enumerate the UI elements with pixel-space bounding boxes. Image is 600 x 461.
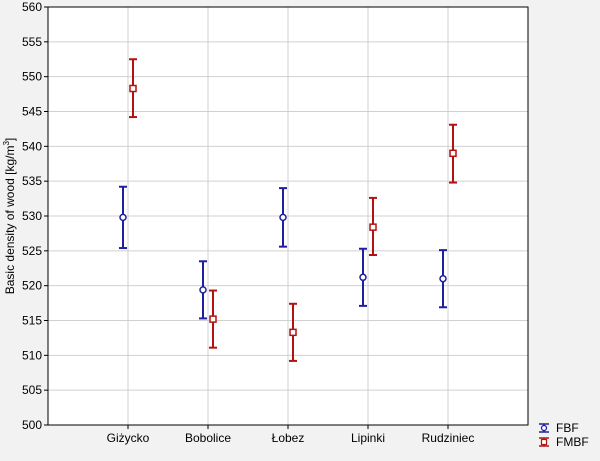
y-tick-label: 500 <box>22 418 42 432</box>
x-tick-label: Lipinki <box>351 431 385 445</box>
data-point <box>369 223 377 231</box>
y-tick-label: 505 <box>22 383 42 397</box>
y-tick-label: 520 <box>22 279 42 293</box>
data-point <box>209 315 217 323</box>
y-axis-title-main: Basic density of wood [kg/m <box>3 146 17 295</box>
data-point <box>279 213 287 222</box>
gridlines <box>48 6 528 426</box>
legend-item-fbf: FBF <box>539 421 579 435</box>
y-axis-title-sup: 3 <box>2 141 11 146</box>
data-point <box>119 213 127 222</box>
y-tick-label: 510 <box>22 348 42 362</box>
y-axis-title-end: ] <box>3 138 17 141</box>
data-point <box>439 274 447 283</box>
data-point <box>129 84 137 93</box>
legend-label: FMBF <box>556 435 589 449</box>
y-axis-ticks: 500 505 510 515 520 525 530 535 540 545 550 555 560 <box>22 0 449 432</box>
series-fbf <box>119 185 447 320</box>
legend-marker <box>540 438 548 446</box>
x-tick-label: Bobolice <box>185 431 231 445</box>
y-tick-label: 515 <box>22 314 42 328</box>
data-point <box>359 273 367 282</box>
x-axis-labels: Giżycko Bobolice Łobez Lipinki Rudziniec <box>107 431 475 445</box>
y-tick-label: 525 <box>22 244 42 258</box>
series <box>119 58 457 362</box>
data-point <box>199 286 207 294</box>
y-axis-title: Basic density of wood [kg/m3] <box>2 138 17 295</box>
y-tick-label: 540 <box>22 139 42 153</box>
y-tick-label: 560 <box>22 0 42 14</box>
y-tick-label: 530 <box>22 209 42 223</box>
y-tick-label: 555 <box>22 35 42 49</box>
series-fmbf <box>129 58 457 362</box>
x-tick-label: Rudziniec <box>422 431 475 445</box>
x-tick-label: Łobez <box>272 431 305 445</box>
x-tick-label: Giżycko <box>107 431 150 445</box>
legend-item-fmbf: FMBF <box>539 435 589 449</box>
data-point <box>449 149 457 158</box>
y-tick-label: 550 <box>22 70 42 84</box>
data-point <box>289 328 297 337</box>
y-tick-label: 535 <box>22 174 42 188</box>
legend-marker <box>540 424 548 432</box>
legend-label: FBF <box>556 421 579 435</box>
y-tick-label: 545 <box>22 105 42 119</box>
plot-frame <box>47 6 529 426</box>
